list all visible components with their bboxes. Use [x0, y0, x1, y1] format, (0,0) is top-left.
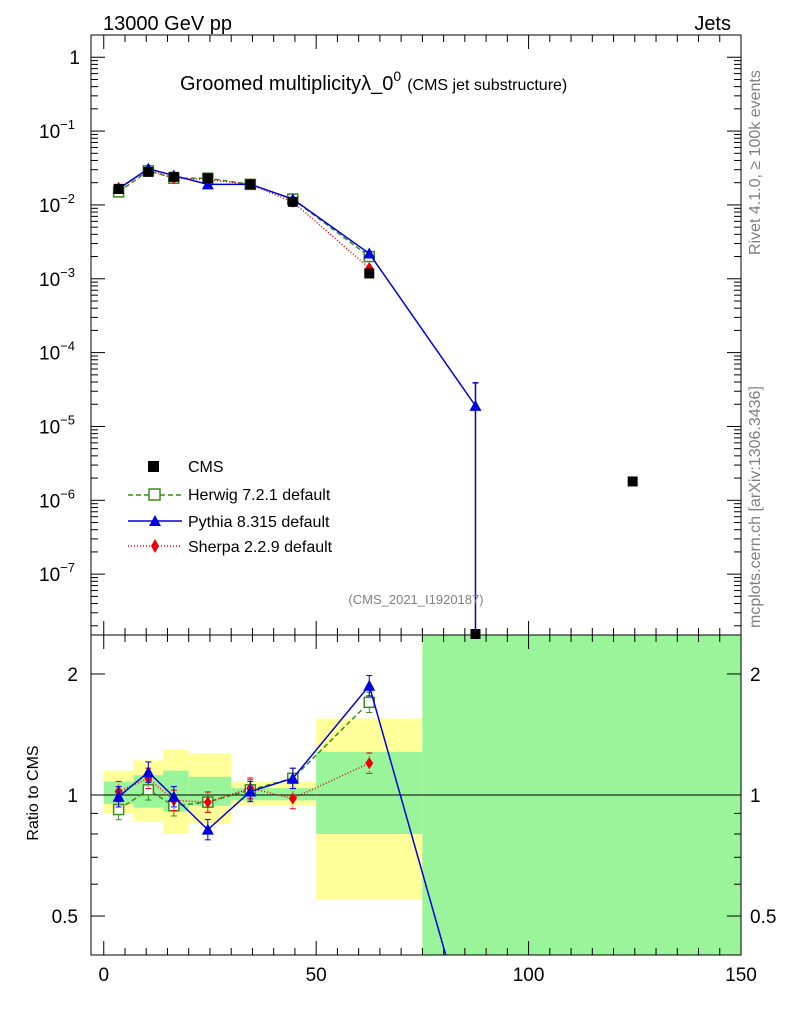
ratio-point-pythia [201, 823, 214, 835]
main-panel-series [112, 162, 638, 639]
ratio-y-tick-label: 2 [67, 665, 78, 686]
main-point-cms [113, 183, 124, 194]
header-right: Jets [694, 13, 731, 35]
main-y-tick-label-exp: −5 [60, 412, 75, 427]
main-y-tick-label-exp: −6 [60, 486, 75, 501]
main-point-pythia [469, 399, 482, 411]
x-tick-label: 0 [98, 965, 109, 986]
main-y-tick-label-exp: −2 [60, 191, 75, 206]
ratio-y-tick-label: 0.5 [52, 907, 78, 928]
main-y-tick-label-base: 10 [39, 196, 60, 217]
analysis-id: (CMS_2021_I1920187) [348, 592, 483, 607]
main-y-tick-label-base: 10 [39, 417, 60, 438]
legend-label-cms: CMS [188, 459, 224, 476]
main-y-tick-label-exp: −1 [60, 117, 75, 132]
ratio-y-tick-label-right: 2 [750, 665, 761, 686]
main-point-cms [202, 173, 213, 184]
main-y-tick-label-base: 1 [69, 48, 80, 69]
main-y-tick-label-exp: −4 [60, 339, 75, 354]
main-y-tick-label-exp: −7 [60, 560, 75, 575]
main-y-tick-label: 10−6 [39, 486, 75, 512]
ratio-point-pythia [142, 766, 155, 778]
main-point-cms [470, 629, 481, 639]
x-tick-label: 50 [306, 965, 327, 986]
band-green-5 [273, 788, 317, 801]
main-point-cms [168, 171, 179, 182]
ratio-point-pythia [167, 790, 180, 802]
main-point-cms [364, 268, 375, 279]
ratio-point-herwig [142, 784, 155, 796]
ratio-point-pythia [363, 679, 376, 691]
main-point-cms [245, 179, 256, 190]
main-point-pythia [363, 247, 376, 259]
legend-marker-pythia [149, 515, 161, 526]
legend-marker-sherpa [151, 539, 159, 553]
main-y-tick-label: 10−2 [39, 191, 75, 217]
main-y-tick-label-exp: −3 [60, 265, 75, 280]
legend-marker-herwig [148, 488, 161, 501]
main-point-cms [143, 166, 154, 177]
main-y-tick-label: 10−1 [39, 117, 75, 143]
main-y-tick-label: 1 [69, 48, 80, 69]
title-sub: (CMS jet substructure) [407, 77, 567, 94]
main-panel-axes: 110−110−210−310−410−510−610−7 [39, 34, 742, 636]
ratio-point-pythia [112, 790, 125, 802]
main-point-cms [627, 476, 638, 487]
x-tick-label: 150 [725, 965, 757, 986]
legend-label-pythia: Pythia 8.315 default [188, 514, 330, 531]
ratio-y-axis-label: Ratio to CMS [25, 745, 42, 840]
title-sup: 0 [393, 68, 401, 84]
legend: CMS Herwig 7.2.1 default Pythia 8.315 de… [128, 459, 333, 556]
x-tick-label: 100 [513, 965, 545, 986]
main-y-tick-label: 10−7 [39, 560, 75, 586]
main-y-tick-label-base: 10 [39, 491, 60, 512]
main-y-tick-label-base: 10 [39, 122, 60, 143]
legend-marker-cms [148, 461, 159, 472]
main-y-tick-label: 10−5 [39, 412, 75, 438]
ratio-point-pythia [286, 772, 299, 784]
ratio-point-sherpa [288, 792, 297, 805]
main-y-tick-label: 10−4 [39, 339, 75, 365]
title-main-text: Groomed multiplicityλ_0 [180, 73, 393, 95]
mcplots-label: mcplots.cern.ch [arXiv:1306.3436] [747, 386, 764, 628]
ratio-point-sherpa [365, 757, 374, 770]
ratio-point-sherpa [203, 796, 212, 809]
ratio-point-pythia [244, 785, 257, 797]
ratio-y-tick-label-right: 0.5 [750, 907, 776, 928]
legend-label-herwig: Herwig 7.2.1 default [188, 487, 331, 504]
ratio-panel-series [112, 675, 447, 956]
plot-title: Groomed multiplicityλ_00 (CMS jet substru… [180, 68, 567, 95]
main-point-pythia [201, 178, 214, 190]
ratio-y-tick-label-right: 1 [750, 786, 761, 807]
title-main: Groomed multiplicityλ_00 (CMS jet substru… [180, 68, 567, 95]
legend-label-sherpa: Sherpa 2.2.9 default [188, 539, 333, 556]
main-y-tick-label-base: 10 [39, 344, 60, 365]
ratio-y-tick-label: 1 [67, 786, 78, 807]
main-y-tick-label-base: 10 [39, 270, 60, 291]
ratio-panel-axes: 0.5 0.5 1 1 2 2 0 50 100 150 [52, 634, 776, 986]
main-y-tick-label: 10−3 [39, 265, 75, 291]
header-left: 13000 GeV pp [103, 13, 232, 35]
rivet-label: Rivet 4.1.0, ≥ 100k events [747, 70, 764, 255]
main-point-cms [287, 196, 298, 207]
main-y-tick-label-base: 10 [39, 565, 60, 586]
